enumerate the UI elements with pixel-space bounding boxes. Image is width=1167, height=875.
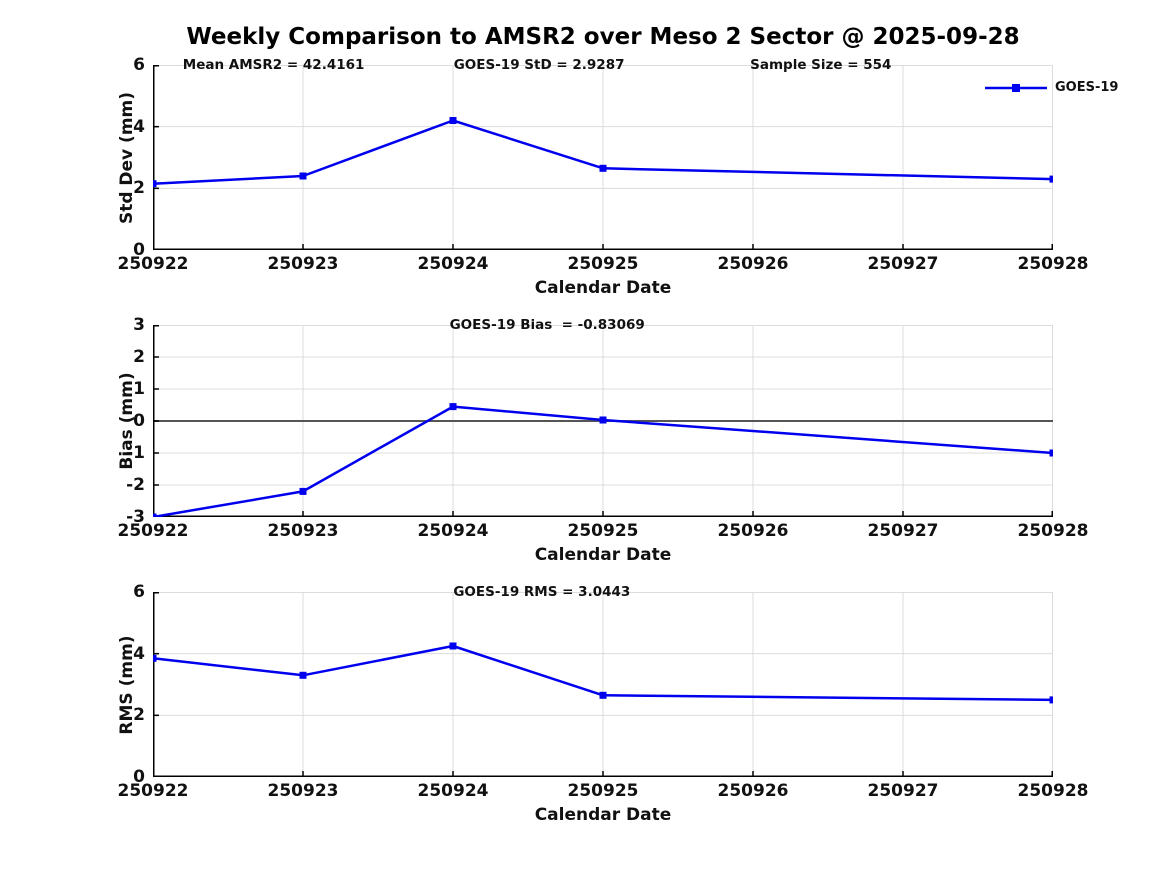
x-axis-label: Calendar Date bbox=[534, 545, 672, 565]
figure-title: Weekly Comparison to AMSR2 over Meso 2 S… bbox=[186, 24, 1020, 50]
data-point-marker bbox=[153, 654, 157, 662]
data-point-marker bbox=[153, 513, 157, 517]
subplot-bias: 250922 250923 250924 250925 250926 250927 2509… bbox=[117, 315, 1088, 565]
stat-annotation: GOES-19 RMS = 3.0443 bbox=[453, 584, 631, 600]
x-tick-label: 250924 bbox=[417, 781, 489, 801]
y-tick-label: 3 bbox=[133, 315, 145, 335]
x-tick-label: 250926 bbox=[717, 254, 789, 274]
data-point-marker bbox=[599, 416, 607, 424]
subplot-rms: 250922 250923 250924 250925 250926 250927 2509… bbox=[117, 582, 1088, 825]
stat-annotation: Mean AMSR2 = 42.4161 bbox=[182, 57, 365, 73]
data-point-marker bbox=[1049, 449, 1053, 457]
plot-canvas bbox=[153, 325, 1053, 517]
x-tick-label: 250927 bbox=[867, 781, 939, 801]
y-tick-label: 2 bbox=[133, 178, 145, 199]
y-tick-label: 2 bbox=[133, 347, 145, 367]
data-point-marker bbox=[599, 164, 607, 172]
x-tick-label: 250927 bbox=[867, 254, 939, 274]
y-axis-label: Std Dev (mm) bbox=[117, 91, 137, 224]
y-tick-label: -2 bbox=[126, 475, 145, 495]
x-tick-label: 250923 bbox=[267, 254, 339, 274]
legend-label: GOES-19 bbox=[1055, 80, 1119, 95]
subplot-stddev: 250922 250923 250924 250925 250926 250927 2509… bbox=[117, 55, 1118, 298]
x-tick-label: 250928 bbox=[1017, 781, 1089, 801]
x-tick-label: 250922 bbox=[117, 254, 189, 274]
plot-canvas bbox=[153, 592, 1053, 777]
y-axis-label: Bias (mm) bbox=[117, 372, 137, 470]
x-tick-label: 250923 bbox=[267, 781, 339, 801]
x-tick-label: 250928 bbox=[1017, 521, 1089, 541]
x-tick-label: 250926 bbox=[717, 781, 789, 801]
x-tick-label: 250925 bbox=[567, 254, 639, 274]
y-tick-label: 4 bbox=[133, 643, 145, 664]
x-axis-label: Calendar Date bbox=[534, 805, 672, 825]
y-tick-label: 2 bbox=[133, 705, 145, 726]
y-tick-label: 0 bbox=[133, 411, 145, 431]
x-tick-label: 250922 bbox=[117, 521, 189, 541]
data-point-marker bbox=[599, 691, 607, 699]
x-tick-label: 250924 bbox=[417, 521, 489, 541]
data-point-marker bbox=[1049, 696, 1053, 704]
x-tick-label: 250924 bbox=[417, 254, 489, 274]
data-point-marker bbox=[449, 403, 457, 411]
y-tick-label: -1 bbox=[126, 443, 145, 463]
x-tick-label: 250925 bbox=[567, 521, 639, 541]
data-point-marker bbox=[449, 117, 457, 124]
y-tick-label: 6 bbox=[133, 55, 145, 75]
y-tick-label: 0 bbox=[133, 240, 145, 260]
x-tick-label: 250922 bbox=[117, 781, 189, 801]
data-point-marker bbox=[449, 642, 457, 650]
legend: GOES-19 bbox=[985, 80, 1118, 95]
x-axis-label: Calendar Date bbox=[534, 278, 672, 298]
legend-marker bbox=[1012, 83, 1020, 92]
x-tick-label: 250923 bbox=[267, 521, 339, 541]
y-tick-label: -3 bbox=[126, 507, 145, 527]
x-tick-label: 250925 bbox=[567, 781, 639, 801]
y-tick-label: 6 bbox=[133, 582, 145, 602]
x-tick-label: 250927 bbox=[867, 521, 939, 541]
y-tick-label: 0 bbox=[133, 767, 145, 787]
stat-annotation: GOES-19 StD = 2.9287 bbox=[453, 57, 625, 73]
stat-annotation: GOES-19 Bias = -0.83069 bbox=[449, 317, 645, 333]
legend-line-sample bbox=[985, 83, 1047, 92]
y-tick-label: 1 bbox=[133, 379, 145, 399]
x-tick-label: 250926 bbox=[717, 521, 789, 541]
data-point-marker bbox=[299, 487, 307, 495]
x-tick-label: 250928 bbox=[1017, 254, 1089, 274]
y-axis-label: RMS (mm) bbox=[117, 634, 137, 735]
y-tick-label: 4 bbox=[133, 116, 145, 137]
plot-canvas bbox=[153, 65, 1053, 250]
data-point-marker bbox=[1049, 175, 1053, 183]
data-point-marker bbox=[153, 180, 157, 188]
data-point-marker bbox=[299, 172, 307, 180]
data-point-marker bbox=[299, 671, 307, 679]
stat-annotation: Sample Size = 554 bbox=[750, 57, 892, 73]
